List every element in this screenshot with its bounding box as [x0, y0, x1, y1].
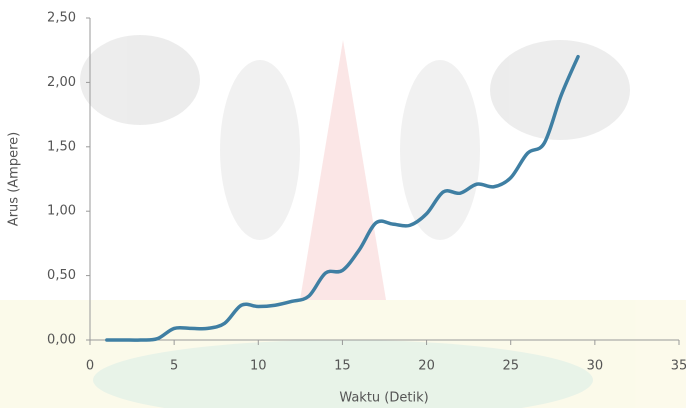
x-tick-label: 0 [86, 359, 94, 374]
y-tick-label: 1,50 [47, 139, 76, 154]
x-tick-label: 25 [502, 359, 519, 374]
x-tick-label: 10 [250, 359, 267, 374]
y-axis-title: Arus (Ampere) [7, 132, 22, 226]
y-tick-label: 2,50 [47, 11, 76, 26]
x-tick-label: 5 [170, 359, 178, 374]
watermark [0, 35, 686, 408]
y-tick-label: 0,50 [47, 268, 76, 283]
y-tick-label: 0,00 [47, 333, 76, 348]
y-tick-label: 2,00 [47, 75, 76, 90]
y-tick-label: 1,00 [47, 204, 76, 219]
x-tick-label: 30 [587, 359, 604, 374]
x-tick-label: 35 [671, 359, 686, 374]
x-tick-label: 15 [334, 359, 351, 374]
x-axis-title: Waktu (Detik) [339, 391, 428, 406]
x-tick-label: 20 [418, 359, 435, 374]
data-line [105, 54, 580, 342]
